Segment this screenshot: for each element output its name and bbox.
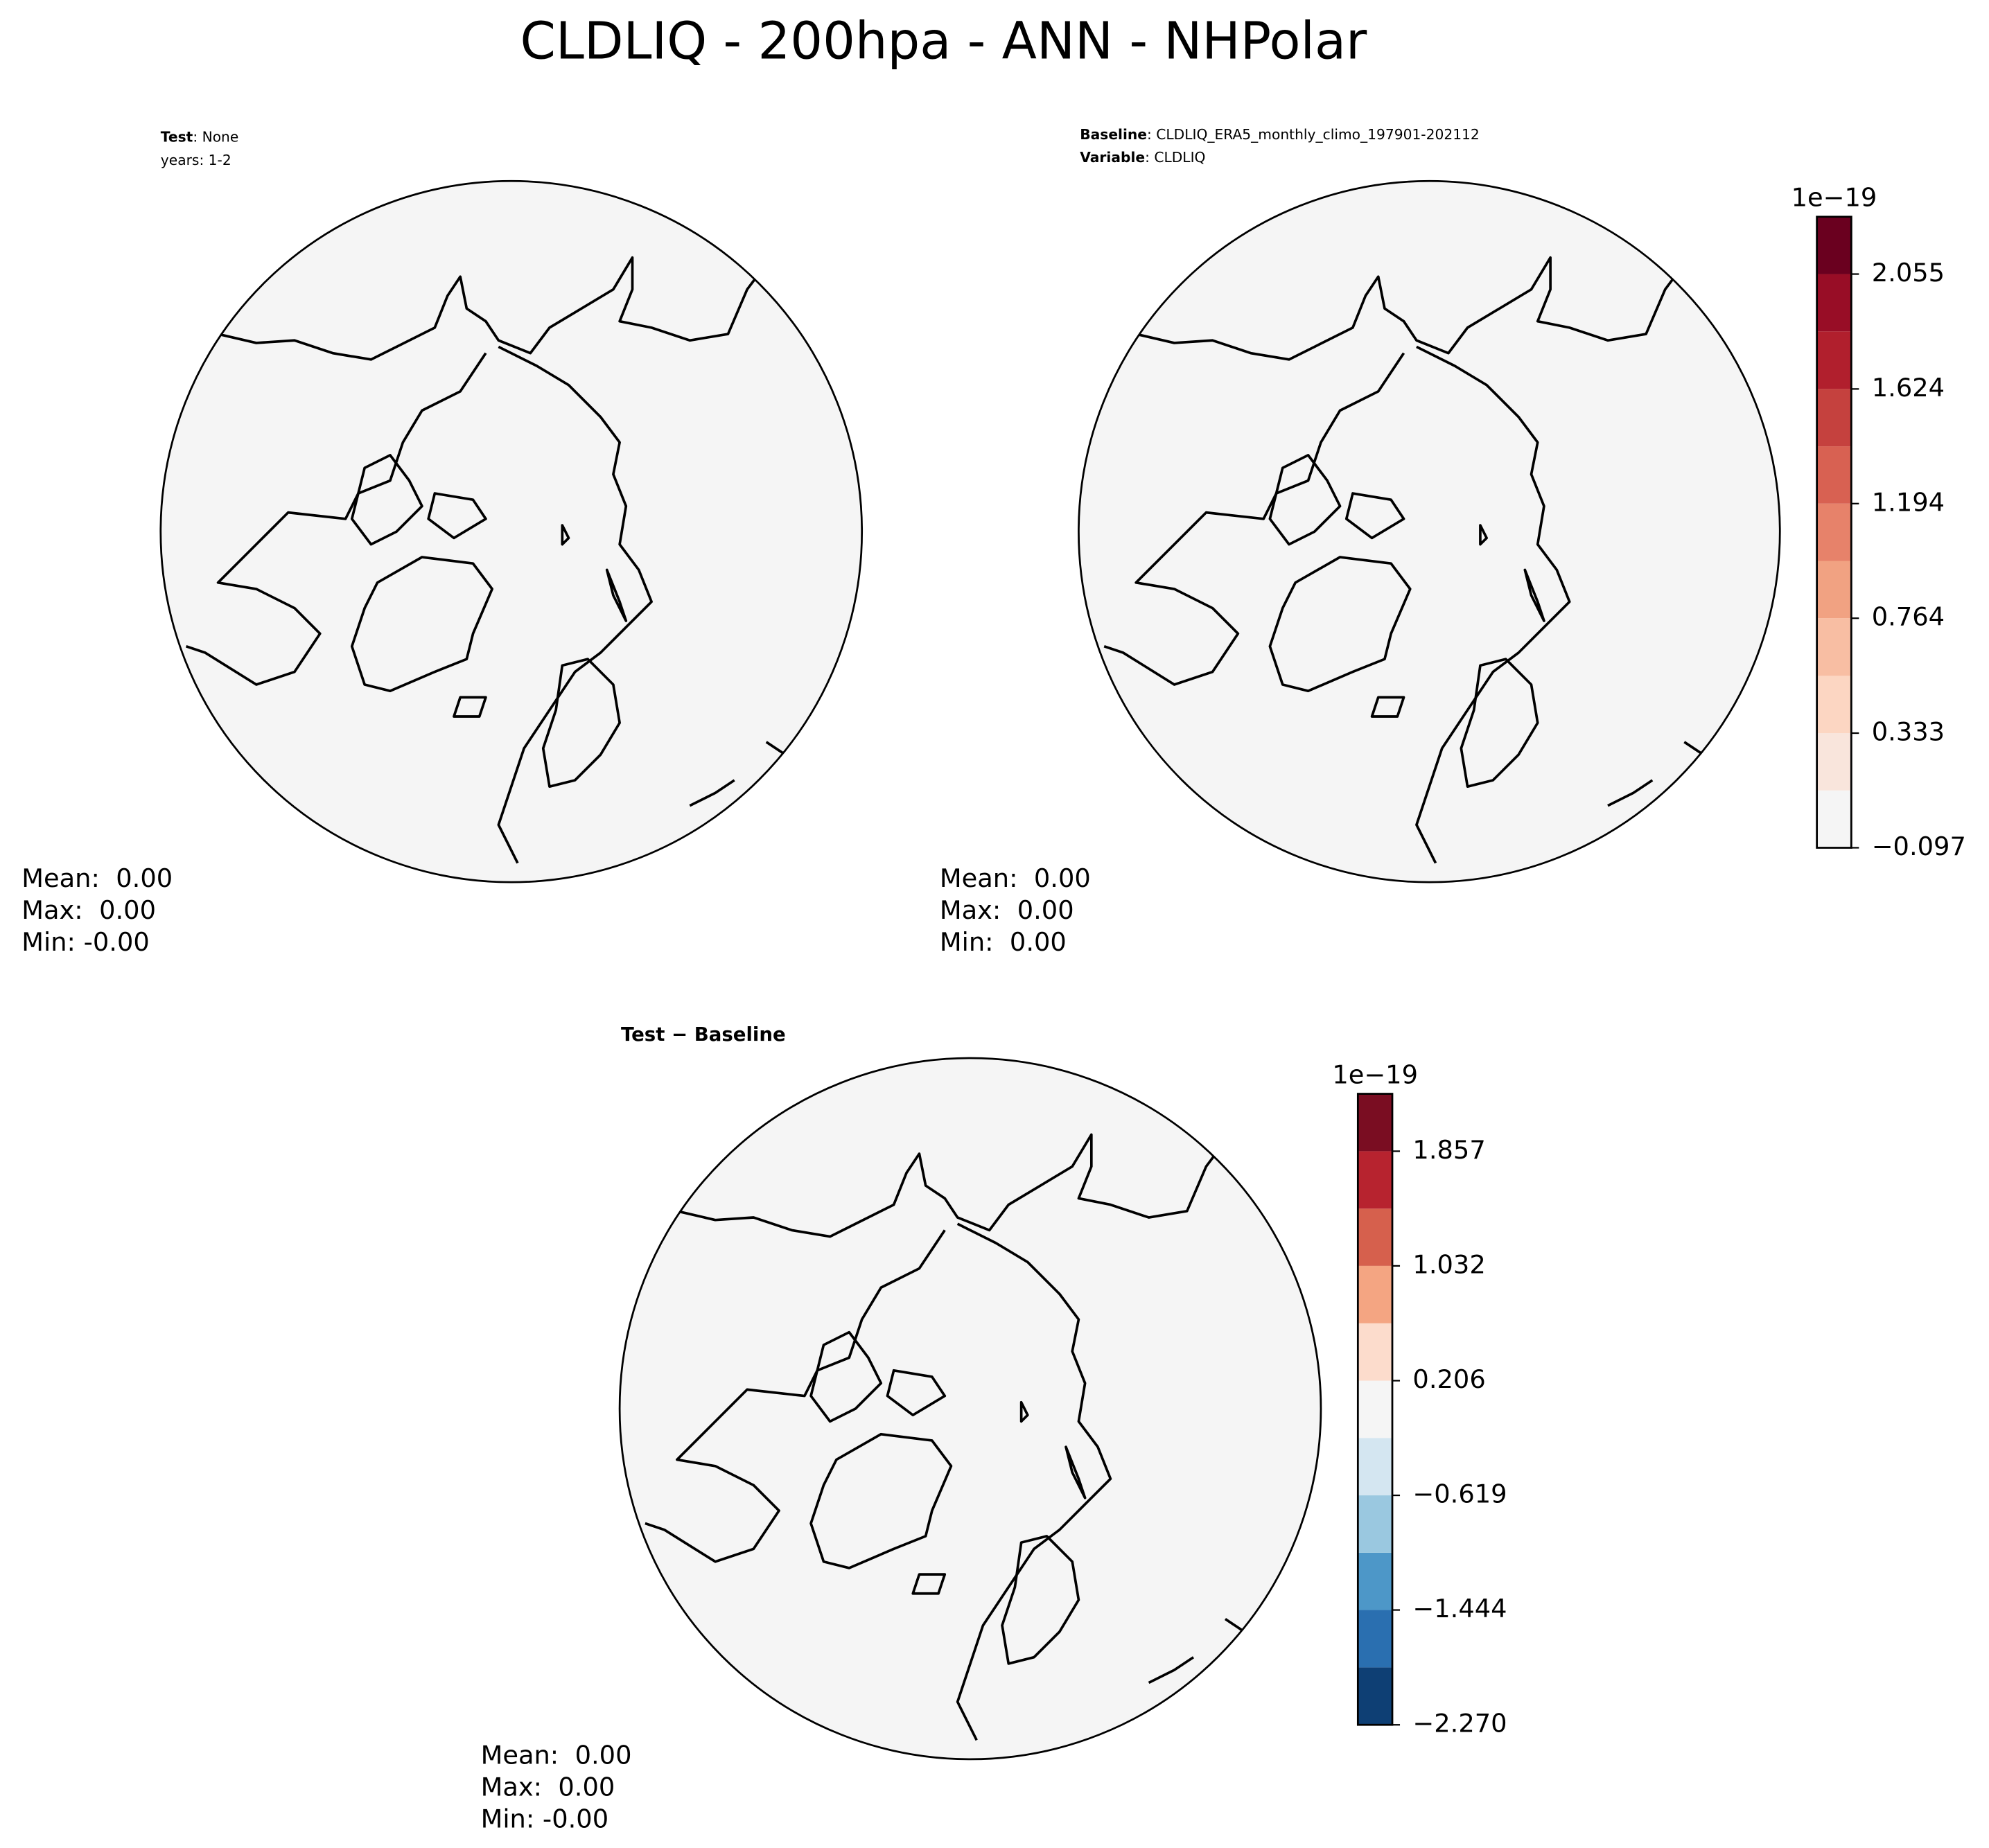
colorbar-segment (1816, 503, 1852, 561)
colorbar-segment (1816, 216, 1852, 274)
colorbar-segment (1816, 790, 1852, 848)
colorbar-segment (1358, 1151, 1392, 1209)
colorbar-tick-label: 0.764 (1872, 602, 1945, 632)
colorbar-frame (1356, 1093, 1394, 1726)
colorbar-tick-label: 0.333 (1872, 717, 1945, 747)
colorbar-segment (1358, 1610, 1392, 1668)
map-disc (618, 1057, 1322, 1761)
stat: Max: 0.00 (940, 895, 1074, 925)
stat: Mean: 0.00 (940, 863, 1091, 893)
colorbar-offset: 1e−19 (1332, 1059, 1418, 1089)
colorbar-tick-label: −0.097 (1872, 831, 1966, 861)
colorbar-segment (1816, 561, 1852, 619)
colorbar-segment (1358, 1552, 1392, 1610)
colorbar-tick-label: −0.619 (1412, 1479, 1507, 1509)
panel-title: Test − Baseline (621, 1023, 786, 1046)
subtitle: Variable: CLDLIQ (1080, 149, 1205, 166)
colorbar-frame (1816, 215, 1852, 849)
colorbar-segment (1816, 618, 1852, 676)
colorbar-tick-label: 0.206 (1412, 1364, 1485, 1394)
colorbar-tick-label: −1.444 (1412, 1594, 1507, 1623)
colorbar-segment (1358, 1265, 1392, 1323)
colorbar-segment (1358, 1438, 1392, 1496)
subtitle-key: Test (161, 128, 193, 145)
stat: Max: 0.00 (481, 1772, 615, 1802)
colorbar-tick-label: −2.270 (1412, 1709, 1507, 1739)
colorbar-segment (1358, 1323, 1392, 1381)
stat: Mean: 0.00 (481, 1741, 632, 1770)
stat: Mean: 0.00 (21, 863, 173, 893)
map-disc (159, 179, 864, 883)
colorbar-segment (1358, 1093, 1392, 1152)
colorbar-segment (1358, 1667, 1392, 1725)
colorbar-segment (1358, 1495, 1392, 1553)
colorbar-tick-label: 1.624 (1872, 373, 1945, 403)
colorbar-tick-label: 1.032 (1412, 1249, 1485, 1279)
subtitle: years: 1-2 (161, 151, 231, 168)
subtitle-key: Baseline (1080, 126, 1147, 143)
subtitle-key: Variable (1080, 149, 1145, 166)
subtitle: Test: None (161, 128, 239, 145)
stat: Min: -0.00 (481, 1804, 609, 1834)
subtitle-text: : None (193, 128, 238, 145)
subtitle-text: years: 1-2 (161, 151, 231, 168)
colorbar-segment (1816, 274, 1852, 332)
colorbar-segment (1358, 1380, 1392, 1438)
colorbar-offset: 1e−19 (1791, 183, 1877, 213)
colorbar-segment (1816, 389, 1852, 447)
subtitle-text: : CLDLIQ (1145, 149, 1205, 166)
subtitle: Baseline: CLDLIQ_ERA5_monthly_climo_1979… (1080, 126, 1480, 143)
figure-title: CLDLIQ - 200hpa - ANN - NHPolar (520, 12, 1368, 71)
colorbar-segment (1358, 1208, 1392, 1266)
subtitle-text: : CLDLIQ_ERA5_monthly_climo_197901-20211… (1147, 126, 1480, 143)
colorbar-segment (1816, 676, 1852, 734)
colorbar-tick-label: 1.194 (1872, 487, 1945, 517)
colorbar-tick-label: 2.055 (1872, 258, 1945, 288)
stat: Min: -0.00 (21, 927, 150, 957)
colorbar-segment (1816, 331, 1852, 389)
colorbar-segment (1816, 733, 1852, 791)
map-disc (1078, 179, 1781, 883)
colorbar-segment (1816, 446, 1852, 504)
stat: Max: 0.00 (21, 895, 156, 925)
stat: Min: 0.00 (940, 927, 1067, 957)
colorbar-tick-label: 1.857 (1412, 1135, 1485, 1165)
